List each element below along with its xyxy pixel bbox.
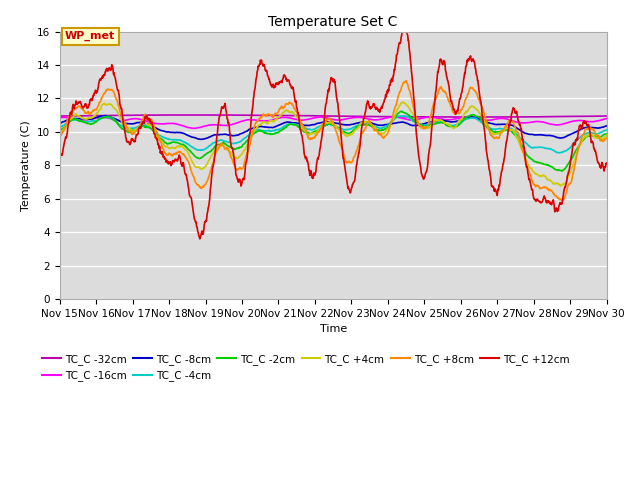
- TC_C -4cm: [98, 115, 106, 121]
- TC_C -16cm: [56, 115, 63, 121]
- TC_C +4cm: [98, 103, 106, 108]
- TC_C +12cm: [300, 142, 307, 148]
- TC_C -4cm: [309, 127, 317, 132]
- TC_C +8cm: [309, 134, 317, 140]
- TC_C -8cm: [603, 123, 611, 129]
- TC_C -4cm: [288, 121, 296, 127]
- TC_C -4cm: [300, 125, 307, 131]
- Line: TC_C -16cm: TC_C -16cm: [60, 117, 607, 128]
- TC_C -4cm: [367, 122, 375, 128]
- TC_C -4cm: [603, 127, 611, 133]
- Line: TC_C -32cm: TC_C -32cm: [60, 115, 607, 117]
- TC_C -32cm: [288, 113, 296, 119]
- TC_C -4cm: [400, 113, 408, 119]
- TC_C -8cm: [310, 122, 317, 128]
- TC_C -8cm: [300, 122, 308, 128]
- TC_C -32cm: [310, 113, 317, 119]
- TC_C -2cm: [603, 131, 611, 136]
- TC_C +4cm: [120, 123, 128, 129]
- TC_C -2cm: [398, 108, 406, 114]
- TC_C -16cm: [603, 116, 611, 121]
- TC_C +12cm: [196, 236, 204, 242]
- TC_C +12cm: [367, 105, 375, 110]
- TC_C -16cm: [300, 117, 307, 123]
- TC_C -16cm: [367, 117, 375, 122]
- TC_C +12cm: [310, 175, 317, 180]
- Line: TC_C -2cm: TC_C -2cm: [60, 111, 607, 171]
- TC_C -8cm: [98, 113, 106, 119]
- TC_C -16cm: [98, 115, 106, 120]
- TC_C -32cm: [367, 114, 375, 120]
- TC_C -32cm: [56, 113, 63, 119]
- TC_C +4cm: [603, 132, 611, 138]
- TC_C -8cm: [198, 136, 206, 142]
- Y-axis label: Temperature (C): Temperature (C): [21, 120, 31, 211]
- TC_C -16cm: [120, 118, 128, 123]
- TC_C +8cm: [300, 123, 307, 129]
- Legend: TC_C -32cm, TC_C -16cm, TC_C -8cm, TC_C -4cm, TC_C -2cm, TC_C +4cm, TC_C +8cm, T: TC_C -32cm, TC_C -16cm, TC_C -8cm, TC_C …: [38, 350, 573, 385]
- TC_C -4cm: [556, 150, 563, 156]
- TC_C -8cm: [101, 113, 109, 119]
- TC_C +4cm: [399, 99, 406, 105]
- TC_C +8cm: [56, 134, 63, 140]
- Line: TC_C +8cm: TC_C +8cm: [60, 81, 607, 201]
- TC_C +8cm: [559, 198, 566, 204]
- TC_C +8cm: [98, 95, 106, 101]
- TC_C -2cm: [120, 127, 128, 132]
- TC_C -2cm: [300, 128, 307, 133]
- TC_C -16cm: [288, 116, 296, 121]
- TC_C +4cm: [557, 183, 564, 189]
- TC_C +4cm: [56, 130, 63, 135]
- TC_C -2cm: [309, 129, 317, 135]
- TC_C -32cm: [166, 112, 174, 118]
- Line: TC_C -8cm: TC_C -8cm: [60, 116, 607, 139]
- Text: WP_met: WP_met: [65, 31, 115, 41]
- TC_C +12cm: [98, 75, 106, 81]
- TC_C -32cm: [120, 112, 128, 118]
- TC_C +4cm: [367, 121, 375, 127]
- TC_C -32cm: [98, 113, 106, 119]
- TC_C -2cm: [98, 115, 106, 121]
- TC_C +8cm: [120, 119, 128, 124]
- TC_C -16cm: [189, 125, 197, 131]
- TC_C +8cm: [603, 135, 611, 141]
- Line: TC_C +4cm: TC_C +4cm: [60, 102, 607, 186]
- TC_C +12cm: [56, 156, 63, 162]
- TC_C -4cm: [120, 124, 128, 130]
- X-axis label: Time: Time: [319, 324, 347, 335]
- TC_C -4cm: [56, 125, 63, 131]
- TC_C -2cm: [558, 168, 566, 174]
- TC_C -8cm: [56, 120, 63, 126]
- TC_C +12cm: [603, 160, 611, 166]
- TC_C -32cm: [460, 114, 467, 120]
- TC_C +12cm: [288, 84, 296, 90]
- TC_C -32cm: [300, 113, 307, 119]
- TC_C -16cm: [310, 115, 317, 121]
- TC_C -8cm: [121, 120, 129, 126]
- TC_C -8cm: [368, 120, 376, 126]
- TC_C -32cm: [603, 113, 611, 119]
- TC_C +8cm: [402, 78, 410, 84]
- TC_C +4cm: [300, 126, 307, 132]
- TC_C -2cm: [56, 127, 63, 133]
- Line: TC_C -4cm: TC_C -4cm: [60, 116, 607, 153]
- TC_C +8cm: [367, 121, 375, 127]
- TC_C -8cm: [289, 120, 296, 126]
- Line: TC_C +12cm: TC_C +12cm: [60, 32, 607, 239]
- TC_C +12cm: [399, 29, 406, 35]
- TC_C +12cm: [120, 124, 128, 130]
- TC_C -2cm: [288, 121, 296, 127]
- TC_C -2cm: [367, 123, 375, 129]
- TC_C +4cm: [309, 131, 317, 136]
- TC_C +4cm: [288, 109, 296, 115]
- TC_C +8cm: [288, 101, 296, 107]
- Title: Temperature Set C: Temperature Set C: [269, 15, 398, 29]
- TC_C -16cm: [388, 114, 396, 120]
